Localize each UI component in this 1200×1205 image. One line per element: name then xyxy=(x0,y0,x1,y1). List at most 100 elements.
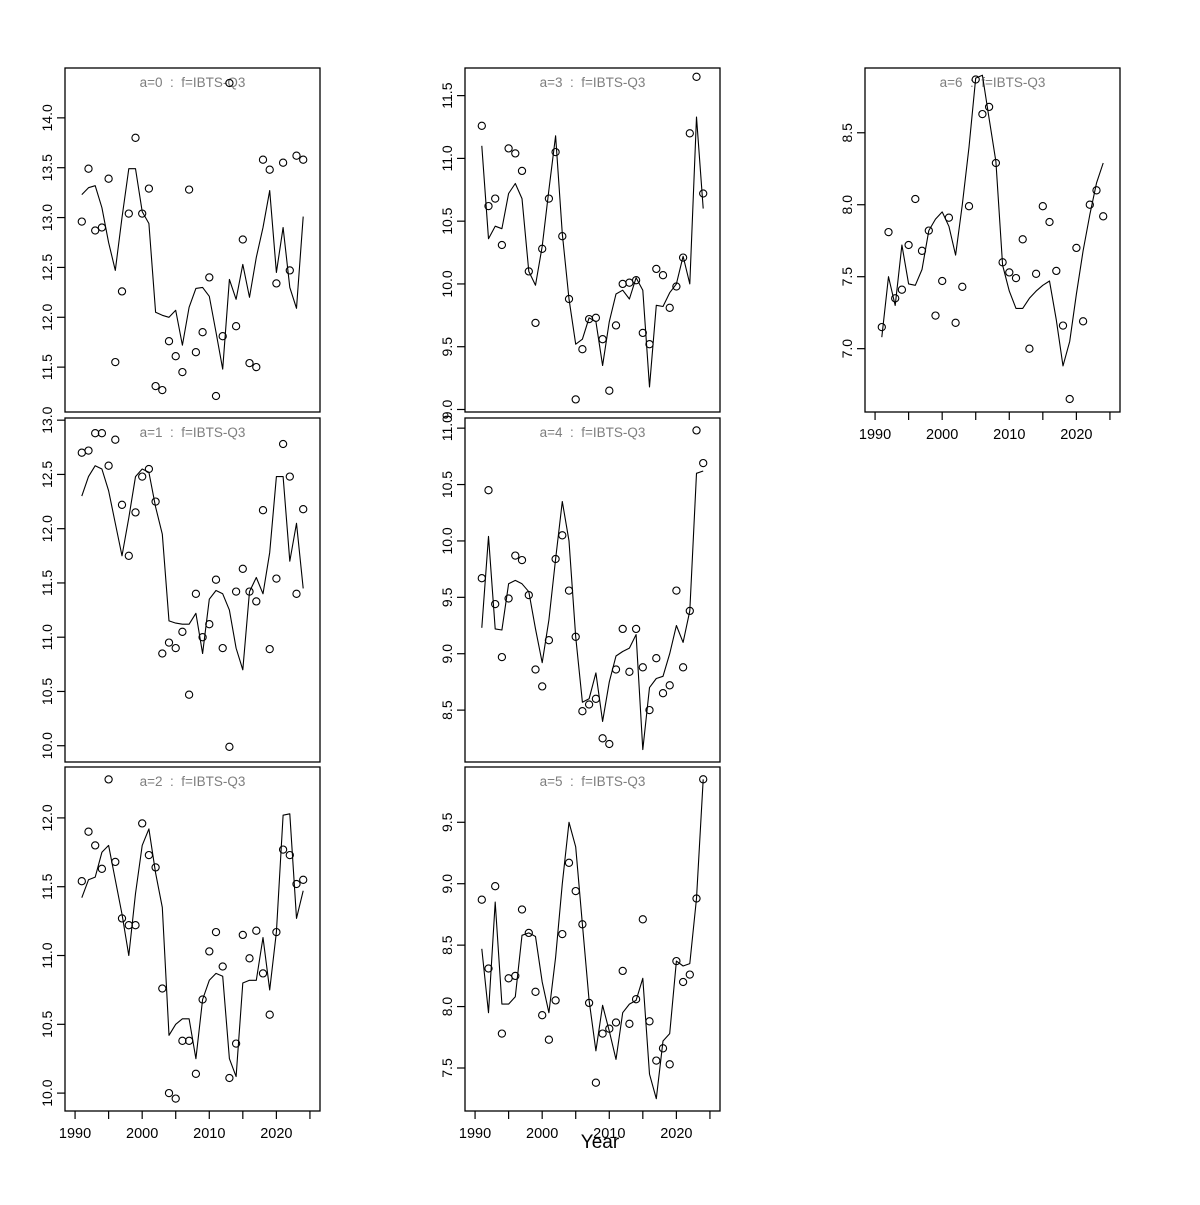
data-point xyxy=(517,905,527,914)
fit-line xyxy=(81,813,304,1078)
data-point xyxy=(178,367,187,377)
data-point xyxy=(658,1044,668,1053)
data-point xyxy=(558,531,567,540)
data-point xyxy=(265,165,274,174)
y-tick-label: 12.0 xyxy=(39,515,55,542)
y-tick-label: 11.5 xyxy=(39,570,55,596)
data-point xyxy=(231,587,241,596)
data-point xyxy=(278,439,288,449)
data-point xyxy=(124,551,133,560)
data-point xyxy=(151,381,160,391)
data-point xyxy=(258,506,268,515)
data-point xyxy=(497,240,507,250)
data-point xyxy=(131,921,140,930)
data-point xyxy=(231,1039,241,1048)
data-point xyxy=(631,995,641,1004)
data-point xyxy=(131,133,140,142)
data-point xyxy=(685,129,694,138)
fit-line xyxy=(481,470,704,751)
y-tick-label: 9.0 xyxy=(439,644,455,664)
data-point xyxy=(285,472,294,481)
y-tick-label: 11.5 xyxy=(39,354,55,380)
x-tick-label: 2020 xyxy=(660,1126,692,1142)
data-point xyxy=(1038,202,1047,211)
data-point xyxy=(91,841,100,850)
panel-title: a=2 : f=IBTS-Q3 xyxy=(140,774,246,789)
x-tick-label: 2010 xyxy=(193,1126,225,1142)
data-point xyxy=(618,624,627,634)
data-point xyxy=(998,258,1007,267)
data-point xyxy=(558,929,567,939)
data-point xyxy=(699,458,708,468)
data-point xyxy=(672,586,681,595)
data-point xyxy=(1018,235,1027,244)
panel-a2: 10.0 10.5 11.0 11.5 12.0 1990 2000 2010 2020 a=2 … xyxy=(39,766,321,1142)
data-point xyxy=(104,174,113,183)
y-tick-label: 7.5 xyxy=(839,267,855,287)
data-point xyxy=(258,155,268,164)
data-point xyxy=(111,435,120,444)
data-point xyxy=(131,508,140,517)
data-point xyxy=(299,505,308,514)
data-point xyxy=(638,328,647,338)
data-point xyxy=(272,574,281,583)
data-point xyxy=(158,649,167,658)
data-point xyxy=(685,970,694,979)
data-point xyxy=(124,921,133,930)
data-point xyxy=(265,1010,274,1019)
data-point xyxy=(625,1019,634,1028)
panel-title: a=6 : f=IBTS-Q3 xyxy=(940,75,1046,90)
data-point xyxy=(245,954,254,963)
data-point xyxy=(665,1060,674,1069)
data-point xyxy=(611,1018,621,1027)
data-point xyxy=(184,690,194,699)
data-point xyxy=(877,322,886,332)
data-point xyxy=(272,279,281,288)
data-point xyxy=(578,920,587,929)
data-point xyxy=(551,996,560,1005)
data-point xyxy=(497,652,507,662)
data-point xyxy=(598,335,607,344)
y-tick-label: 12.0 xyxy=(39,804,55,831)
data-point xyxy=(524,928,533,938)
x-tick-label: 2000 xyxy=(926,427,958,443)
panel-a0: 11.5 12.0 12.5 13.0 13.5 14.0 a=0 : f=IBTS-Q3 xyxy=(39,67,321,413)
data-point xyxy=(524,267,533,276)
data-point xyxy=(652,264,661,274)
data-point xyxy=(578,345,587,354)
data-point xyxy=(1065,394,1074,404)
data-point xyxy=(245,358,254,368)
data-point xyxy=(699,775,708,784)
data-point xyxy=(652,1056,661,1065)
data-point xyxy=(1072,243,1081,253)
data-point xyxy=(171,352,180,361)
data-point xyxy=(598,1029,607,1038)
data-point xyxy=(558,232,567,241)
panel-box xyxy=(64,417,321,763)
data-point xyxy=(97,864,107,873)
data-point xyxy=(625,667,634,676)
data-point xyxy=(517,555,527,565)
panel-box xyxy=(864,67,1121,413)
y-tick-label: 14.0 xyxy=(39,104,55,131)
panel-box xyxy=(64,67,321,413)
y-tick-label: 10.0 xyxy=(439,270,455,297)
panel-title: a=0 : f=IBTS-Q3 xyxy=(140,75,246,90)
data-point xyxy=(692,72,701,81)
x-axis-title: Year xyxy=(580,1132,620,1153)
data-point xyxy=(144,184,154,193)
data-point xyxy=(924,226,933,235)
panel-title: a=3 : f=IBTS-Q3 xyxy=(540,75,646,90)
data-point xyxy=(97,223,107,232)
data-point xyxy=(1092,186,1101,195)
data-point xyxy=(511,149,520,158)
data-point xyxy=(211,575,221,584)
data-point xyxy=(511,971,520,981)
data-point xyxy=(104,775,113,784)
y-tick-label: 13.0 xyxy=(39,204,55,231)
data-point xyxy=(538,1011,547,1020)
y-tick-label: 9.0 xyxy=(439,400,455,420)
data-point xyxy=(231,322,241,331)
data-point xyxy=(184,1036,194,1045)
data-point xyxy=(1011,273,1021,283)
